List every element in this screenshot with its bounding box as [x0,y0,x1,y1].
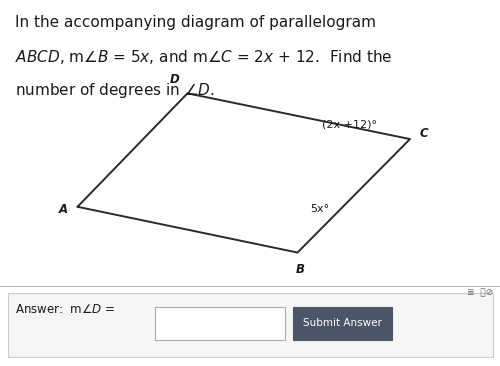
Text: ≣  ⦿⊘: ≣ ⦿⊘ [467,288,493,297]
Text: number of degrees in $\angle\mathit{D}$.: number of degrees in $\angle\mathit{D}$. [15,81,215,100]
Text: D: D [170,73,180,86]
Text: Answer:  m$\angle D$ =: Answer: m$\angle D$ = [15,303,116,316]
Text: Submit Answer: Submit Answer [303,318,382,328]
FancyBboxPatch shape [155,307,285,340]
FancyBboxPatch shape [292,307,392,340]
Text: 5x°: 5x° [310,203,329,214]
FancyBboxPatch shape [8,293,492,357]
Text: In the accompanying diagram of parallelogram: In the accompanying diagram of parallelo… [15,15,376,30]
Text: B: B [296,262,304,276]
Text: C: C [420,127,428,140]
Text: $\mathit{ABCD}$, m$\angle\mathit{B}$ = 5$\mathit{x}$, and m$\angle\mathit{C}$ = : $\mathit{ABCD}$, m$\angle\mathit{B}$ = 5… [15,48,392,66]
Text: (2x +12)°: (2x +12)° [322,119,378,130]
Text: A: A [59,203,68,216]
